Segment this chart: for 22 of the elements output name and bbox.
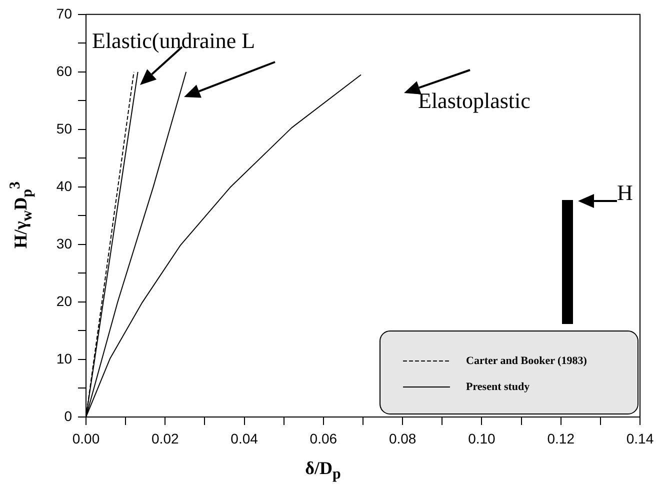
y-tick-label: 10 [56,350,72,366]
y-tick-label: 0 [64,408,72,424]
x-tick-label: 0.14 [626,430,654,446]
y-tick-label: 60 [56,62,72,79]
x-tick-label: 0.10 [468,430,496,446]
x-axis-title: δ/D$_{p}$ [305,458,341,483]
x-tick-label: 0.02 [152,430,179,446]
x-tick-label: 0.04 [230,430,258,446]
y-tick-label: 50 [56,120,72,136]
x-tick-label: 0.12 [547,430,575,446]
annotation: H [617,180,633,205]
y-tick-label: 40 [56,178,72,194]
annotation: Elastoplastic [418,88,531,113]
y-tick-label: 30 [56,235,72,252]
x-tick-label: 0.08 [388,430,416,446]
legend-label: Present study [466,380,530,393]
annotation: Elastic(undraine L [92,28,256,53]
x-tick-label: 0.00 [72,430,100,446]
legend-label: Carter and Booker (1983) [466,354,588,367]
y-tick-label: 70 [56,5,72,22]
x-tick-label: 0.06 [310,430,338,446]
y-tick-label: 20 [56,292,72,309]
